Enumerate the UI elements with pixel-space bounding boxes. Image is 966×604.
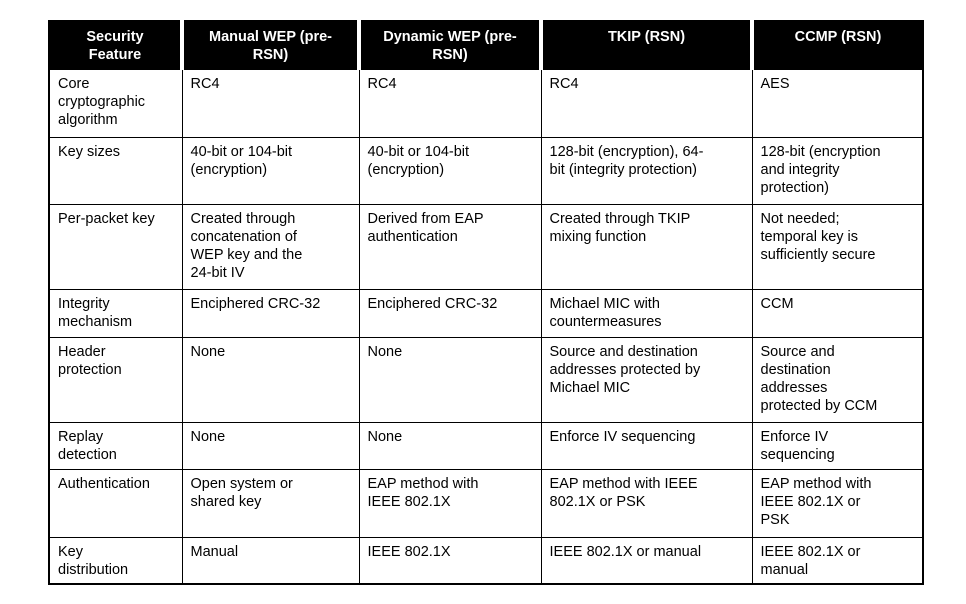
table-cell: RC4 bbox=[181, 68, 360, 138]
table-row-per-packet-key: Per-packet key Created through concatena… bbox=[48, 203, 924, 290]
feature-cell: Replay detection bbox=[48, 421, 183, 470]
table-row-key-sizes: Key sizes 40-bit or 104-bit (encryption)… bbox=[48, 136, 924, 205]
table-cell: Enciphered CRC-32 bbox=[358, 288, 542, 338]
column-header-dynamic-wep: Dynamic WEP (pre- RSN) bbox=[357, 21, 541, 70]
table-cell: EAP method with IEEE 802.1X or PSK bbox=[540, 468, 753, 538]
table-cell: RC4 bbox=[540, 68, 753, 138]
feature-cell: Core cryptographic algorithm bbox=[48, 68, 183, 138]
table-cell: None bbox=[358, 421, 542, 470]
table-row-core-cryptographic-algorithm: Core cryptographic algorithm RC4 RC4 RC4… bbox=[48, 68, 924, 138]
feature-cell: Authentication bbox=[48, 468, 183, 538]
table-cell: IEEE 802.1X bbox=[358, 536, 542, 584]
table-cell: Enforce IV sequencing bbox=[751, 421, 924, 470]
table-cell: Source and destination addresses protect… bbox=[540, 336, 753, 423]
table-cell: Enforce IV sequencing bbox=[540, 421, 753, 470]
table-row-header-protection: Header protection None None Source and d… bbox=[48, 336, 924, 423]
table-cell: 40-bit or 104-bit (encryption) bbox=[358, 136, 542, 205]
table-cell: Not needed; temporal key is sufficiently… bbox=[751, 203, 924, 290]
table-row-integrity-mechanism: Integrity mechanism Enciphered CRC-32 En… bbox=[48, 288, 924, 338]
feature-cell: Per-packet key bbox=[48, 203, 183, 290]
table-cell: 40-bit or 104-bit (encryption) bbox=[181, 136, 360, 205]
column-header-manual-wep: Manual WEP (pre- RSN) bbox=[180, 21, 359, 70]
table-cell: AES bbox=[751, 68, 924, 138]
table-cell: EAP method with IEEE 802.1X bbox=[358, 468, 542, 538]
column-header-tkip: TKIP (RSN) bbox=[539, 21, 752, 70]
header-row: Security Feature Manual WEP (pre- RSN) D… bbox=[49, 21, 923, 70]
table-cell: IEEE 802.1X or manual bbox=[751, 536, 924, 584]
table-cell: Created through TKIP mixing function bbox=[540, 203, 753, 290]
table-cell: 128-bit (encryption), 64- bit (integrity… bbox=[540, 136, 753, 205]
table-cell: Enciphered CRC-32 bbox=[181, 288, 360, 338]
table-cell: Manual bbox=[181, 536, 360, 584]
feature-cell: Key sizes bbox=[48, 136, 183, 205]
table-cell: Source and destination addresses protect… bbox=[751, 336, 924, 423]
table-cell: None bbox=[181, 336, 360, 423]
table-row-key-distribution: Key distribution Manual IEEE 802.1X IEEE… bbox=[48, 536, 924, 584]
feature-cell: Key distribution bbox=[48, 536, 183, 584]
table-row-replay-detection: Replay detection None None Enforce IV se… bbox=[48, 421, 924, 470]
table-cell: None bbox=[358, 336, 542, 423]
table-cell: EAP method with IEEE 802.1X or PSK bbox=[751, 468, 924, 538]
table-cell: Created through concatenation of WEP key… bbox=[181, 203, 360, 290]
security-comparison-table: Security Feature Manual WEP (pre- RSN) D… bbox=[48, 20, 924, 585]
feature-cell: Integrity mechanism bbox=[48, 288, 183, 338]
column-header-security-feature: Security Feature bbox=[49, 21, 182, 70]
table-cell: RC4 bbox=[358, 68, 542, 138]
table-cell: Michael MIC with countermeasures bbox=[540, 288, 753, 338]
table-cell: CCM bbox=[751, 288, 924, 338]
table-cell: None bbox=[181, 421, 360, 470]
feature-cell: Header protection bbox=[48, 336, 183, 423]
table-cell: Open system or shared key bbox=[181, 468, 360, 538]
table-cell: IEEE 802.1X or manual bbox=[540, 536, 753, 584]
table-row-authentication: Authentication Open system or shared key… bbox=[48, 468, 924, 538]
table-cell: 128-bit (encryption and integrity protec… bbox=[751, 136, 924, 205]
column-header-ccmp: CCMP (RSN) bbox=[750, 21, 923, 70]
table-cell: Derived from EAP authentication bbox=[358, 203, 542, 290]
